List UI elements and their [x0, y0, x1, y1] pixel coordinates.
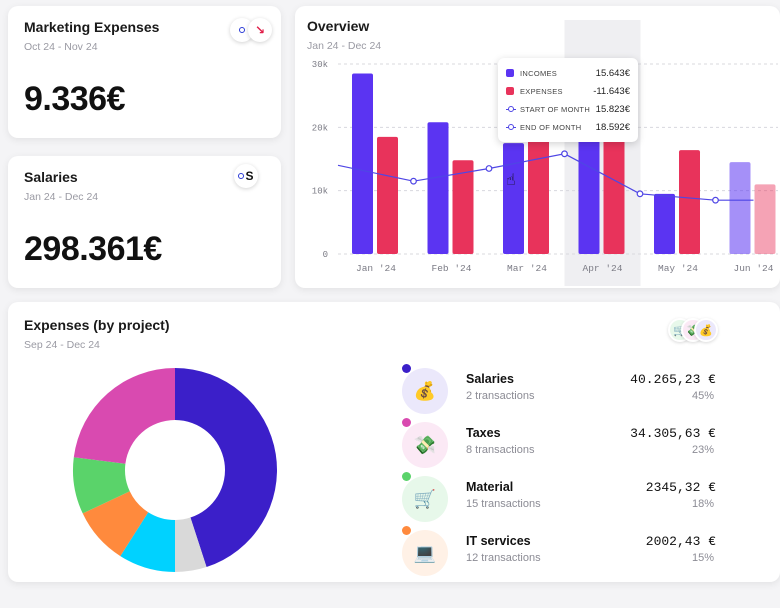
salaries-card[interactable]: Salaries Jan 24 - Dec 24 298.361€ S [8, 156, 281, 288]
tooltip-row-start: START OF MONTH 15.823€ [506, 100, 630, 118]
line-point [410, 177, 417, 185]
y-tick-label: 30k [312, 60, 328, 70]
expense-name: Taxes [466, 426, 501, 440]
bar-incomes [654, 193, 675, 254]
bar-expenses [452, 160, 474, 254]
line-marker-icon [506, 105, 516, 113]
y-tick-label: 10k [312, 187, 328, 197]
expense-name: Material [466, 480, 514, 494]
line-marker-icon [506, 123, 516, 131]
card-title: Overview [307, 18, 370, 34]
expense-transactions: 2 transactions [466, 390, 535, 402]
bar-expenses [377, 136, 398, 254]
donut-slice[interactable] [175, 368, 278, 568]
bar-incomes [352, 73, 373, 254]
bar-incomes [729, 162, 751, 254]
y-tick-label: 20k [312, 123, 328, 133]
category-color-dot [402, 526, 411, 535]
expense-transactions: 12 transactions [466, 552, 541, 564]
tooltip-value: -11.643€ [593, 85, 630, 97]
tooltip-label: START OF MONTH [520, 104, 591, 114]
bar-expenses [679, 150, 700, 254]
card-title: Expenses (by project) [24, 317, 170, 333]
expense-name: IT services [466, 534, 531, 548]
donut-slice[interactable] [120, 512, 175, 572]
tooltip-label: INCOMES [520, 68, 558, 78]
bar-expenses [603, 140, 625, 254]
x-tick-label: Apr '24 [583, 263, 623, 274]
expense-item[interactable]: 💸 Taxes 8 transactions 34.305,63 € 23% [400, 418, 730, 470]
card-period: Jan 24 - Dec 24 [307, 40, 382, 52]
expense-item[interactable]: 💻 IT services 12 transactions 2002,43 € 15% [400, 526, 730, 578]
x-tick-label: Mar '24 [507, 263, 547, 274]
overview-chart[interactable]: 30k 20k 10k 0 Jan '24 Feb '24 Mar '24 Apr '24 Ma… [0, 0, 780, 290]
expense-percent: 45% [691, 390, 714, 402]
line-point [712, 196, 719, 204]
line-point [636, 190, 644, 198]
bar-expenses [528, 130, 549, 254]
expense-amount: 2002,43 € [645, 534, 716, 549]
category-color-dot [402, 418, 411, 427]
category-color-dot [402, 472, 411, 481]
tooltip-value: 18.592€ [595, 121, 630, 133]
tooltip-value: 15.823€ [595, 103, 630, 115]
chart-tooltip: INCOMES 15.643€ EXPENSES -11.643€ START … [498, 58, 638, 142]
project-avatar-stack[interactable]: 🛒 💸 💰 [668, 318, 728, 344]
marketing-expenses-card[interactable]: Marketing Expenses Oct 24 - Nov 24 9.336… [8, 6, 281, 138]
category-icon: 💸 [402, 422, 448, 468]
expense-percent: 15% [691, 552, 714, 564]
hand-cursor-icon: ☝ [506, 172, 516, 189]
card-title: Salaries [24, 169, 78, 185]
bar-expenses [754, 184, 776, 254]
expenses-donut-chart[interactable] [65, 360, 285, 580]
category-icon: 💻 [402, 530, 448, 576]
bank-logo-icon: S [234, 164, 258, 188]
card-title: Marketing Expenses [24, 19, 160, 35]
category-color-dot [402, 364, 411, 373]
x-tick-label: Jan '24 [356, 263, 396, 274]
expense-transactions: 15 transactions [466, 498, 541, 510]
tooltip-label: END OF MONTH [520, 122, 582, 132]
expense-item[interactable]: 🛒 Material 15 transactions 2345,32 € 18% [400, 472, 730, 524]
x-tick-label: May '24 [658, 263, 698, 274]
category-icon: 🛒 [402, 476, 448, 522]
expense-percent: 18% [691, 498, 714, 510]
x-tick-label: Jun '24 [734, 263, 774, 274]
expense-transactions: 8 transactions [466, 444, 535, 456]
tooltip-row-expenses: EXPENSES -11.643€ [506, 82, 630, 100]
category-icon: 💰 [402, 368, 448, 414]
card-period: Sep 24 - Dec 24 [24, 339, 100, 351]
tooltip-row-incomes: INCOMES 15.643€ [506, 64, 630, 82]
y-tick-label: 0 [323, 250, 328, 260]
donut-slice[interactable] [175, 517, 207, 572]
card-period: Jan 24 - Dec 24 [24, 191, 99, 203]
bar-incomes [578, 124, 600, 255]
expense-amount: 2345,32 € [645, 480, 716, 495]
line-point [485, 165, 493, 172]
expense-amount: 34.305,63 € [630, 426, 716, 441]
card-value: 298.361€ [24, 230, 162, 268]
donut-slice[interactable] [73, 368, 175, 464]
card-value: 9.336€ [24, 80, 126, 118]
tooltip-value: 15.643€ [595, 67, 630, 79]
expense-percent: 23% [691, 444, 714, 456]
donut-slice[interactable] [82, 491, 149, 557]
donut-slice[interactable] [73, 457, 130, 514]
x-tick-label: Feb '24 [432, 263, 472, 274]
expense-amount: 40.265,23 € [630, 372, 716, 387]
line-point [561, 150, 568, 158]
card-period: Oct 24 - Nov 24 [24, 41, 98, 53]
expenses-swatch [506, 87, 514, 95]
incomes-swatch [506, 69, 514, 77]
expense-name: Salaries [466, 372, 514, 386]
brand-logo-icon: ↘ [248, 18, 272, 42]
bar-incomes [503, 143, 524, 254]
moneybag-icon: 💰 [694, 318, 718, 342]
expense-item[interactable]: 💰 Salaries 2 transactions 40.265,23 € 45% [400, 364, 730, 416]
tooltip-row-end: END OF MONTH 18.592€ [506, 118, 630, 136]
tooltip-label: EXPENSES [520, 86, 563, 96]
bar-incomes [427, 122, 449, 255]
